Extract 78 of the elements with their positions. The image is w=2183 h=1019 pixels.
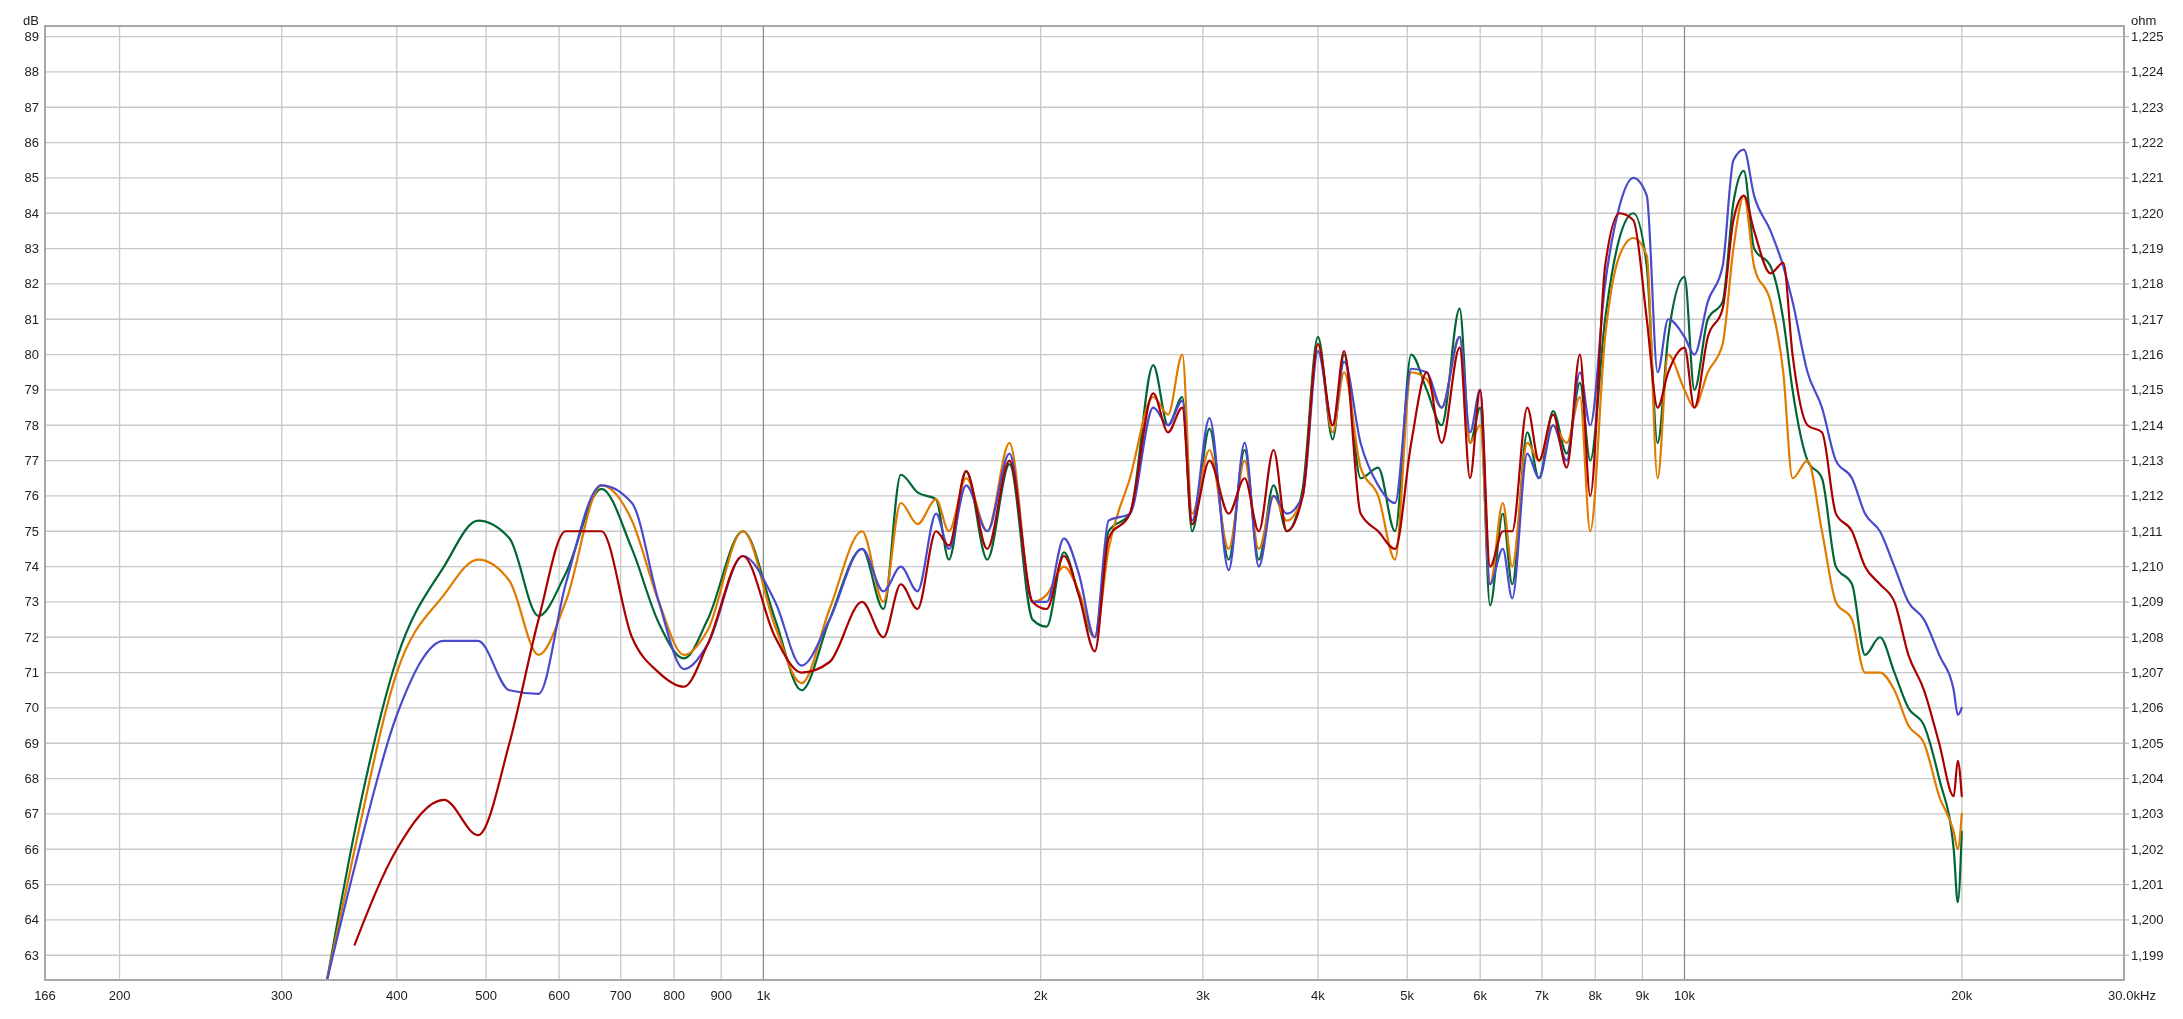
y-tick-label: 70 <box>24 700 39 716</box>
x-tick-label: 166 <box>34 988 56 1003</box>
y2-axis-title: ohm <box>2131 12 2157 28</box>
x-tick-label: 400 <box>385 988 408 1003</box>
x-tick-label: 4k <box>1311 988 1326 1003</box>
y2-tick-label: 1,209 <box>2131 594 2164 610</box>
y-tick-label: 80 <box>24 347 39 363</box>
y-tick-label: 78 <box>24 417 39 433</box>
y-tick-label: 68 <box>24 771 39 787</box>
y-tick-label: 87 <box>24 99 39 115</box>
y2-tick-label: 1,204 <box>2131 771 2164 787</box>
x-tick-label: 9k <box>1635 988 1650 1003</box>
y2-tick-label: 1,212 <box>2131 488 2164 504</box>
x-tick-label: 3k <box>1196 988 1211 1003</box>
y-axis-title: dB <box>23 12 39 28</box>
y2-tick-label: 1,208 <box>2131 629 2164 645</box>
x-tick-label: 300 <box>270 988 293 1003</box>
y2-tick-label: 1,221 <box>2131 170 2164 186</box>
y-tick-label: 82 <box>24 276 39 292</box>
x-tick-label: 5k <box>1400 988 1415 1003</box>
y2-tick-label: 1,203 <box>2131 806 2164 822</box>
y2-tick-label: 1,225 <box>2131 29 2164 45</box>
x-tick-label: 500 <box>475 988 497 1003</box>
y2-tick-label: 1,215 <box>2131 382 2164 398</box>
x-tick-label: 200 <box>108 988 131 1003</box>
y2-tick-label: 1,220 <box>2131 205 2164 221</box>
y-tick-label: 81 <box>24 311 39 327</box>
y-tick-label: 72 <box>24 629 39 645</box>
y2-tick-label: 1,217 <box>2131 311 2164 327</box>
y-tick-label: 77 <box>24 453 39 469</box>
y-tick-label: 89 <box>24 29 39 45</box>
y2-tick-label: 1,213 <box>2131 453 2164 469</box>
y-tick-label: 64 <box>24 912 39 928</box>
y2-tick-label: 1,214 <box>2131 417 2164 433</box>
x-tick-label: 900 <box>710 988 733 1003</box>
x-tick-label: 700 <box>609 988 632 1003</box>
y2-tick-label: 1,222 <box>2131 135 2164 151</box>
y2-tick-label: 1,219 <box>2131 241 2164 257</box>
y-tick-label: 75 <box>24 523 39 539</box>
y-tick-label: 67 <box>24 806 39 822</box>
y-tick-label: 69 <box>24 735 39 751</box>
y-tick-label: 63 <box>24 947 39 963</box>
y2-tick-label: 1,202 <box>2131 841 2164 857</box>
y-tick-label: 79 <box>24 382 39 398</box>
y-tick-label: 74 <box>24 559 39 575</box>
y-tick-label: 76 <box>24 488 39 504</box>
y2-tick-label: 1,199 <box>2131 947 2164 963</box>
y-tick-label: 84 <box>24 205 39 221</box>
y-tick-label: 85 <box>24 170 39 186</box>
x-tick-label: 600 <box>548 988 570 1003</box>
y-tick-label: 88 <box>24 64 39 80</box>
y2-tick-label: 1,205 <box>2131 735 2164 751</box>
y-tick-label: 73 <box>24 594 39 610</box>
x-tick-label: 30.0k <box>2108 988 2141 1003</box>
y2-tick-label: 1,211 <box>2131 523 2163 539</box>
x-tick-label: 6k <box>1473 988 1488 1003</box>
y2-tick-label: 1,224 <box>2131 64 2164 80</box>
x-tick-label: 20k <box>1951 988 1973 1003</box>
x-tick-label: 1k <box>756 988 771 1003</box>
x-tick-label: 800 <box>663 988 685 1003</box>
y-tick-label: 66 <box>24 841 39 857</box>
x-tick-label: 8k <box>1588 988 1603 1003</box>
y2-tick-label: 1,200 <box>2131 912 2164 928</box>
x-tick-label: 10k <box>1674 988 1696 1003</box>
y-tick-label: 86 <box>24 135 39 151</box>
y-tick-label: 71 <box>24 665 39 681</box>
y2-tick-label: 1,216 <box>2131 347 2164 363</box>
x-tick-label: 7k <box>1534 988 1550 1003</box>
y2-tick-label: 1,207 <box>2131 665 2164 681</box>
y2-tick-label: 1,201 <box>2131 877 2164 893</box>
x-axis-title: Hz <box>2140 988 2156 1003</box>
y2-tick-label: 1,218 <box>2131 276 2164 292</box>
y-tick-label: 65 <box>24 877 39 893</box>
y2-tick-label: 1,210 <box>2131 559 2164 575</box>
y-tick-label: 83 <box>24 241 39 257</box>
x-tick-label: 2k <box>1033 988 1049 1003</box>
y2-tick-label: 1,223 <box>2131 99 2164 115</box>
y2-tick-label: 1,206 <box>2131 700 2164 716</box>
